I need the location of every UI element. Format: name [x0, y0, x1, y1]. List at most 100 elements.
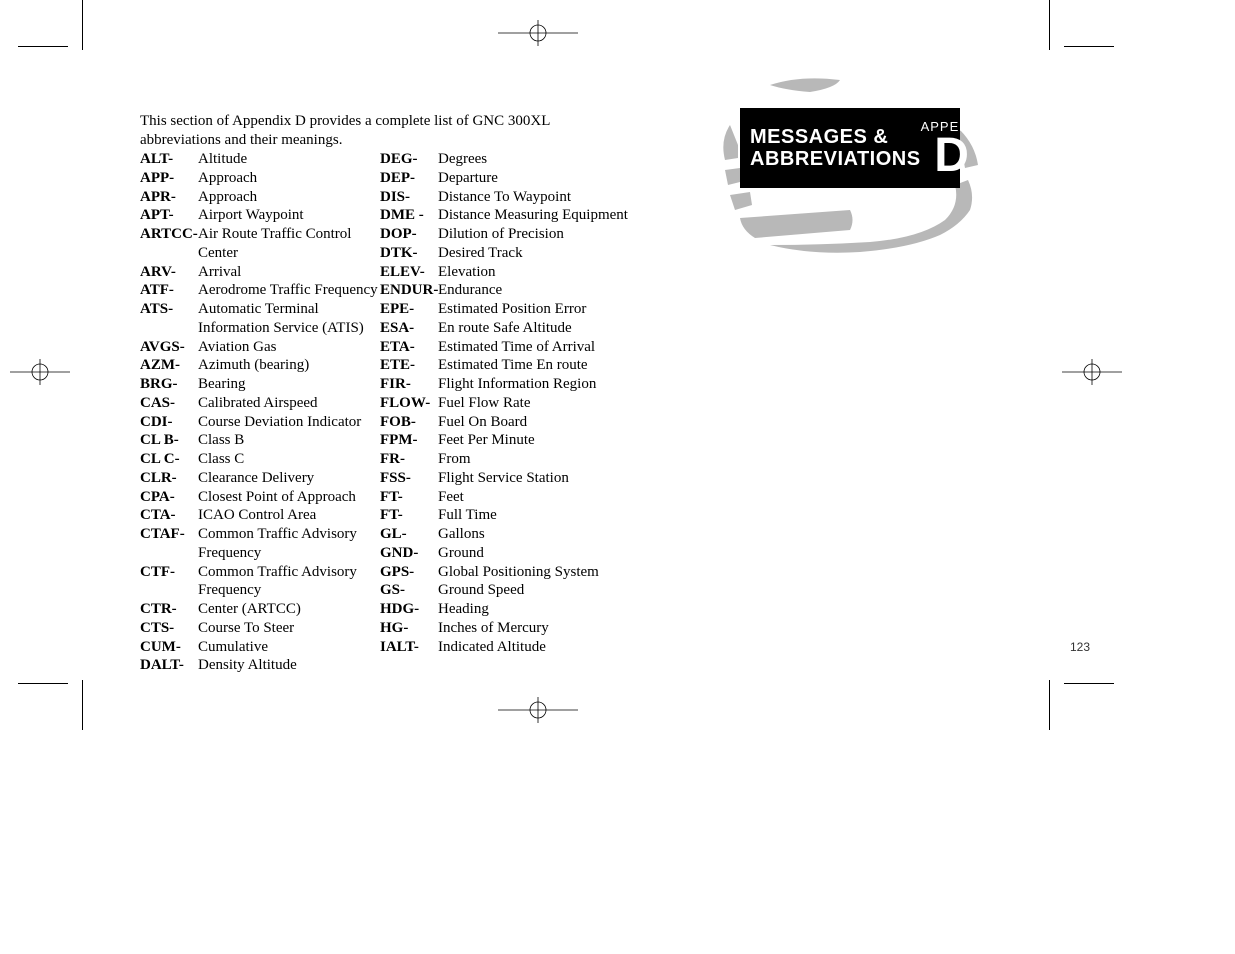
- abbr-term: DOP-: [380, 225, 438, 244]
- abbr-row: DEG-Degrees: [380, 150, 630, 169]
- abbr-definition: ICAO Control Area: [198, 506, 380, 525]
- abbr-term: CTF-: [140, 563, 198, 582]
- abbr-definition: Gallons: [438, 525, 630, 544]
- abbr-term: AVGS-: [140, 338, 198, 357]
- abbr-definition: Common Traffic Advisory Frequency: [198, 563, 380, 601]
- abbr-definition: Class C: [198, 450, 380, 469]
- abbr-definition: Bearing: [198, 375, 380, 394]
- abbr-definition: Automatic Terminal Information Service (…: [198, 300, 380, 338]
- abbr-row: CTF-Common Traffic Advisory Frequency: [140, 563, 380, 601]
- abbr-definition: Air Route Traffic Control Center: [198, 225, 380, 263]
- abbr-term: CTR-: [140, 600, 198, 619]
- abbreviation-columns: ALT-AltitudeAPP-ApproachAPR-ApproachAPT-…: [140, 150, 630, 675]
- abbr-row: ATF-Aerodrome Traffic Frequency: [140, 281, 380, 300]
- abbr-term: DEP-: [380, 169, 438, 188]
- abbr-term: FPM-: [380, 431, 438, 450]
- abbr-definition: Course To Steer: [198, 619, 380, 638]
- abbr-definition: Elevation: [438, 263, 630, 282]
- abbr-term: DEG-: [380, 150, 438, 169]
- abbr-term: ATF-: [140, 281, 198, 300]
- abbr-term: DTK-: [380, 244, 438, 263]
- abbr-term: FOB-: [380, 413, 438, 432]
- appendix-letter: D: [921, 134, 983, 177]
- abbr-term: CDI-: [140, 413, 198, 432]
- abbr-row: CL C-Class C: [140, 450, 380, 469]
- abbr-definition: Clearance Delivery: [198, 469, 380, 488]
- abbr-row: AZM-Azimuth (bearing): [140, 356, 380, 375]
- abbr-row: ALT-Altitude: [140, 150, 380, 169]
- abbr-term: GL-: [380, 525, 438, 544]
- abbr-row: ATS-Automatic Terminal Information Servi…: [140, 300, 380, 338]
- abbr-row: FT-Feet: [380, 488, 630, 507]
- abbr-row: ESA-En route Safe Altitude: [380, 319, 630, 338]
- abbr-term: ETE-: [380, 356, 438, 375]
- abbr-row: DIS-Distance To Waypoint: [380, 188, 630, 207]
- abbr-row: GS-Ground Speed: [380, 581, 630, 600]
- abbr-definition: Fuel On Board: [438, 413, 630, 432]
- abbr-term: ARV-: [140, 263, 198, 282]
- abbr-row: HDG-Heading: [380, 600, 630, 619]
- abbr-term: FIR-: [380, 375, 438, 394]
- abbr-term: ESA-: [380, 319, 438, 338]
- abbr-term: ENDUR-: [380, 281, 438, 300]
- abbr-definition: Closest Point of Approach: [198, 488, 380, 507]
- abbr-row: GND-Ground: [380, 544, 630, 563]
- abbr-term: EPE-: [380, 300, 438, 319]
- page-number: 123: [1070, 640, 1090, 654]
- abbr-definition: Feet Per Minute: [438, 431, 630, 450]
- abbr-row: FT-Full Time: [380, 506, 630, 525]
- abbr-term: DALT-: [140, 656, 198, 675]
- abbr-term: APP-: [140, 169, 198, 188]
- abbr-definition: Density Altitude: [198, 656, 380, 675]
- abbr-definition: Approach: [198, 169, 380, 188]
- crop-mark: [1064, 46, 1114, 47]
- abbr-row: FPM-Feet Per Minute: [380, 431, 630, 450]
- title-line-2: ABBREVIATIONS: [750, 148, 921, 170]
- abbr-row: FOB-Fuel On Board: [380, 413, 630, 432]
- abbr-row: CTR-Center (ARTCC): [140, 600, 380, 619]
- abbr-row: DTK-Desired Track: [380, 244, 630, 263]
- abbr-row: HG-Inches of Mercury: [380, 619, 630, 638]
- abbr-row: EPE-Estimated Position Error: [380, 300, 630, 319]
- abbr-term: HG-: [380, 619, 438, 638]
- abbr-row: FLOW-Fuel Flow Rate: [380, 394, 630, 413]
- abbr-term: DIS-: [380, 188, 438, 207]
- crop-mark: [1049, 0, 1050, 50]
- abbr-definition: Cumulative: [198, 638, 380, 657]
- abbr-row: CTAF-Common Traffic Advisory Frequency: [140, 525, 380, 563]
- crop-mark: [82, 680, 83, 730]
- abbr-term: APR-: [140, 188, 198, 207]
- abbr-definition: Flight Information Region: [438, 375, 630, 394]
- intro-text: This section of Appendix D provides a co…: [140, 112, 610, 150]
- appendix-sidebar: MESSAGES & ABBREVIATIONS APPENDIX D: [710, 70, 1000, 270]
- abbr-row: FIR-Flight Information Region: [380, 375, 630, 394]
- abbr-definition: Dilution of Precision: [438, 225, 630, 244]
- abbr-term: CL B-: [140, 431, 198, 450]
- title-line-1: MESSAGES &: [750, 126, 921, 148]
- abbr-column-right: DEG-DegreesDEP-DepartureDIS-Distance To …: [380, 150, 630, 675]
- abbr-definition: Full Time: [438, 506, 630, 525]
- abbr-row: DOP-Dilution of Precision: [380, 225, 630, 244]
- abbr-definition: Inches of Mercury: [438, 619, 630, 638]
- abbr-term: BRG-: [140, 375, 198, 394]
- abbr-term: FSS-: [380, 469, 438, 488]
- abbr-definition: Ground Speed: [438, 581, 630, 600]
- abbr-row: GPS-Global Positioning System: [380, 563, 630, 582]
- abbr-row: APR-Approach: [140, 188, 380, 207]
- abbr-row: DME -Distance Measuring Equipment: [380, 206, 630, 225]
- abbr-row: ETA-Estimated Time of Arrival: [380, 338, 630, 357]
- abbr-row: CAS-Calibrated Airspeed: [140, 394, 380, 413]
- crop-mark: [18, 683, 68, 684]
- abbr-term: CL C-: [140, 450, 198, 469]
- abbr-row: ARV-Arrival: [140, 263, 380, 282]
- abbr-row: FR-From: [380, 450, 630, 469]
- abbr-definition: Distance Measuring Equipment: [438, 206, 630, 225]
- abbr-row: AVGS-Aviation Gas: [140, 338, 380, 357]
- abbr-definition: Indicated Altitude: [438, 638, 630, 657]
- abbr-definition: Common Traffic Advisory Frequency: [198, 525, 380, 563]
- abbr-row: CTA-ICAO Control Area: [140, 506, 380, 525]
- appendix-title: MESSAGES & ABBREVIATIONS: [750, 126, 921, 170]
- abbr-row: ENDUR-Endurance: [380, 281, 630, 300]
- registration-mark-icon: [498, 18, 578, 48]
- abbr-definition: Altitude: [198, 150, 380, 169]
